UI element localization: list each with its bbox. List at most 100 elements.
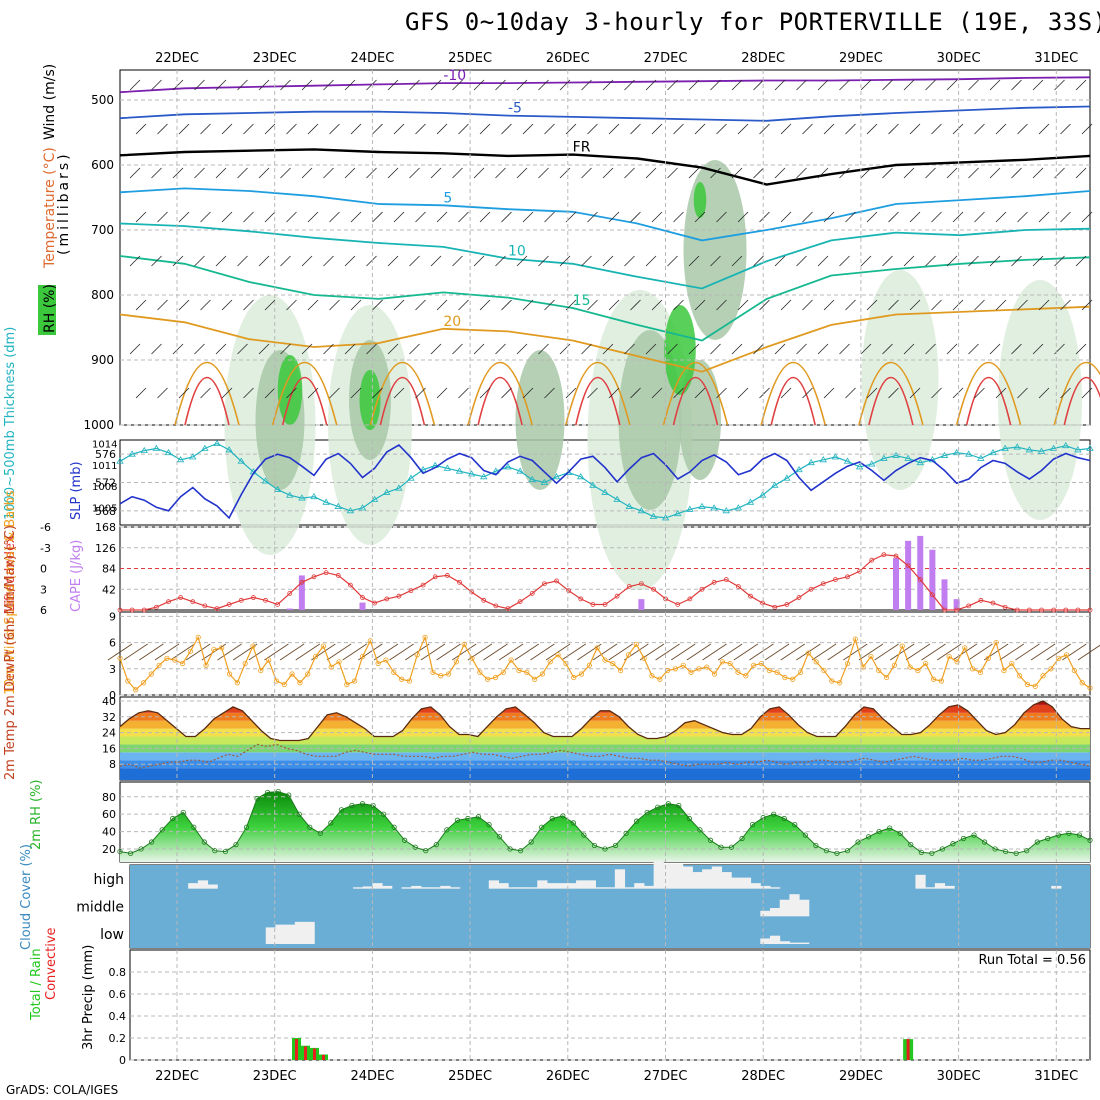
rh-line-pt-53 [676, 802, 682, 809]
upper-barb-30-6 [774, 343, 786, 355]
thickness-line-pt-37 [564, 468, 573, 475]
wind-speed-line-pt-89 [813, 659, 819, 665]
wind-speed-line-pt-43 [453, 659, 459, 665]
cape-bar-64 [893, 558, 899, 610]
upper-barb-36-6 [903, 343, 915, 355]
upper-barb-32-0 [817, 79, 829, 91]
upper-barb-22-7 [608, 387, 620, 399]
upper-barb-17-7 [501, 387, 512, 399]
upper-barb-3-6 [194, 343, 205, 355]
surface-barb-74 [686, 643, 712, 661]
thickness-line-pt-38 [577, 473, 585, 480]
isotherm-label-6: 20 [443, 314, 461, 330]
upper-barb-30-1 [780, 123, 792, 135]
upper-barb-15-7 [458, 387, 469, 399]
upper-barb-9-6 [323, 343, 334, 355]
wind-speed-line-pt-115 [1016, 673, 1023, 679]
rh-line-pt-58 [728, 844, 735, 850]
rh-line-pt-41 [549, 815, 555, 822]
wind-speed-line-pt-88 [805, 650, 811, 656]
li-pt-66 [917, 577, 923, 582]
li-pt-32 [505, 606, 511, 612]
cloud-high-23 [353, 887, 364, 889]
upper-barb-35-2 [882, 167, 893, 179]
li-pt-67 [929, 592, 935, 598]
upper-barb-1-4 [151, 255, 162, 267]
upper-barb-38-7 [952, 387, 964, 399]
wind-ylabel: 10m Wind Speed (m/s) & Barbs [3, 490, 18, 695]
upper-barb-35-7 [888, 387, 899, 399]
upper-barb-19-0 [538, 79, 549, 91]
upper-barb-41-6 [1011, 343, 1022, 355]
date-label-bottom-6: 28DEC [741, 1069, 785, 1084]
slp-line [119, 443, 1091, 520]
thickness-line-pt-47 [686, 505, 694, 512]
upper-barb-4-2 [215, 167, 227, 179]
rh-line-pt-80 [960, 835, 967, 842]
rh-line-pt-71 [865, 834, 872, 840]
li-ytick-2: 0 [40, 563, 47, 576]
upper-barb-44-4 [1075, 255, 1087, 267]
upper-barb-17-6 [495, 343, 506, 355]
upper-barb-1-1 [157, 123, 168, 135]
rh-line-pt-34 [475, 814, 482, 820]
upper-barb-40-2 [989, 167, 1001, 179]
li-pt-51 [735, 584, 741, 589]
thickness-line-pt-27 [443, 464, 452, 471]
cloud-high-57 [682, 866, 693, 889]
rh-line-pt-13 [254, 795, 260, 802]
wind-speed-line-pt-91 [829, 678, 835, 684]
li-pt-31 [493, 603, 499, 609]
upper-barb-9-1 [329, 123, 340, 135]
upper-barb-23-2 [624, 167, 635, 179]
upper-barb-18-6 [516, 343, 528, 355]
upper-barb-34-1 [866, 123, 878, 135]
date-label-top-8: 30DEC [937, 51, 981, 66]
wind-speed-line-pt-78 [727, 660, 733, 667]
thickness-line-pt-58 [819, 456, 827, 463]
upper-ytick-5: 1000 [83, 418, 114, 432]
upper-barb-20-0 [559, 79, 571, 91]
upper-barb-23-6 [624, 343, 635, 355]
dewpt-line [119, 743, 1091, 769]
li-pt-11 [250, 595, 256, 600]
upper-barb-37-4 [925, 255, 936, 267]
rh-line-pt-91 [1076, 832, 1083, 838]
upper-barb-37-1 [931, 123, 942, 135]
rh-line-pt-17 [296, 811, 302, 817]
upper-barb-14-6 [430, 343, 442, 355]
thickness-line-pt-6 [189, 453, 197, 460]
upper-barb-42-4 [1032, 255, 1044, 267]
thickness-line-pt-15 [298, 494, 306, 501]
thickness-line-pt-63 [880, 454, 888, 461]
upper-barb-0-5 [135, 299, 147, 311]
upper-barb-8-7 [307, 387, 319, 399]
cape-bar-20 [359, 602, 366, 610]
thickness-line-pt-25 [419, 465, 427, 473]
wind-speed-line-pt-8 [179, 660, 186, 667]
upper-barb-44-3 [1081, 211, 1093, 223]
upper-barb-19-6 [538, 343, 549, 355]
rh-line-pt-38 [518, 848, 524, 854]
upper-barb-5-3 [243, 211, 254, 223]
surface-barb-120 [1046, 643, 1071, 661]
upper-barb-8-0 [301, 79, 313, 91]
upper-barb-42-3 [1038, 211, 1050, 223]
thick-ytick-1: 572 [95, 477, 116, 490]
li-pt-34 [529, 591, 535, 596]
upper-barb-3-2 [194, 167, 205, 179]
rh-ytick-2: 60 [102, 808, 116, 821]
wind-speed-line-pt-13 [219, 645, 225, 651]
wind-speed-line-pt-98 [884, 674, 890, 681]
li-pt-10 [238, 597, 244, 603]
upper-barb-24-5 [651, 299, 663, 311]
wind-speed-line-pt-23 [297, 680, 303, 686]
warm-arch-outer-5 [662, 361, 729, 426]
li-pt-57 [808, 586, 814, 592]
slp-ytick-3: 1014 [92, 440, 117, 451]
upper-barb-31-6 [796, 343, 807, 355]
rh-line-pt-9 [212, 848, 218, 854]
rh-line-pt-83 [992, 846, 998, 852]
upper-barb-27-0 [710, 79, 721, 91]
upper-barb-31-3 [802, 211, 813, 223]
